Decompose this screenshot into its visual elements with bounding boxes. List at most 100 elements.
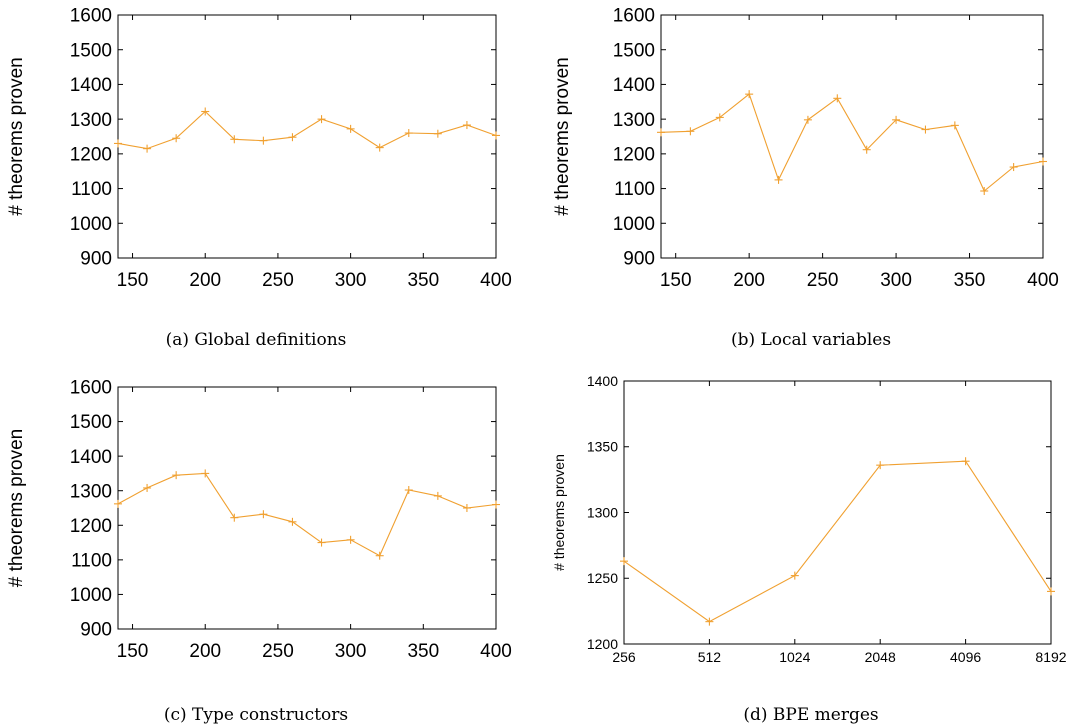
x-tick-label: 400 (1027, 270, 1059, 291)
data-point (288, 517, 297, 526)
x-tick-label: 300 (335, 641, 367, 662)
data-point (715, 113, 724, 122)
caption-b: (b) Local variables (730, 330, 892, 350)
chart-panel-1: 900 1000 1100 1200 1300 1400 1500 1600 150 200 250… (552, 6, 1059, 291)
x-tick-label: 200 (189, 641, 221, 662)
data-point (1039, 157, 1047, 166)
x-tick-label: 200 (733, 270, 765, 291)
y-tick-label: 1000 (613, 214, 655, 235)
x-tick-label: 250 (262, 641, 294, 662)
y-tick-label: 1200 (70, 516, 112, 537)
x-tick-label: 150 (117, 270, 149, 291)
data-point (114, 139, 122, 148)
x-tick-label: 350 (954, 270, 986, 291)
data-point (892, 115, 901, 124)
y-tick-label: 1400 (613, 75, 655, 96)
data-point (114, 499, 122, 508)
y-tick-label: 1300 (70, 110, 112, 131)
data-point (492, 131, 500, 140)
series-line (117, 472, 497, 557)
y-tick-label: 1100 (71, 179, 112, 200)
y-axis-label: # theorems proven (6, 57, 27, 215)
data-point (201, 107, 210, 116)
y-tick-label: 1350 (587, 439, 618, 455)
data-point (657, 128, 665, 137)
data-point (961, 457, 970, 466)
x-tick-label: 250 (807, 270, 839, 291)
data-point (375, 551, 384, 560)
x-tick-label: 300 (335, 270, 367, 291)
x-tick-label: 150 (660, 270, 692, 291)
data-point (404, 129, 413, 138)
data-point (259, 136, 268, 145)
data-point (745, 90, 754, 99)
data-point (433, 491, 442, 500)
data-point (862, 145, 871, 154)
y-tick-label: 900 (623, 249, 655, 270)
plot-frame (623, 380, 1052, 645)
data-point (705, 617, 714, 626)
data-point (686, 127, 695, 136)
data-point (803, 115, 812, 124)
y-tick-label: 1200 (613, 145, 655, 166)
data-point (462, 121, 471, 130)
chart-panel-2: 900 1000 1100 1200 1300 1400 1500 1600 150 200 250… (6, 378, 512, 662)
x-tick-label: 200 (189, 270, 221, 291)
data-point (774, 175, 783, 184)
data-point (317, 115, 326, 124)
data-point (404, 486, 413, 495)
data-point (346, 535, 355, 544)
data-point (230, 135, 239, 144)
plot-frame (117, 14, 497, 259)
data-point (172, 134, 181, 143)
y-tick-label: 1500 (70, 40, 112, 61)
y-tick-label: 900 (80, 620, 112, 641)
y-axis-label: # theorems proven (551, 454, 567, 571)
series-line (117, 110, 497, 150)
caption-a: (a) Global definitions (165, 330, 347, 350)
x-tick-label: 256 (612, 649, 636, 665)
data-point (1047, 587, 1055, 596)
chart-panel-3: 1200 1250 1300 1350 1400 256 512 1024 2048 4096 81… (551, 373, 1067, 665)
caption-c: (c) Type constructors (163, 705, 349, 725)
data-point (433, 129, 442, 138)
y-tick-label: 1500 (70, 412, 112, 433)
y-tick-label: 1100 (71, 551, 112, 572)
data-point (950, 121, 959, 130)
series-line (660, 93, 1044, 192)
x-tick-label: 150 (117, 641, 149, 662)
data-point (833, 94, 842, 103)
y-tick-label: 1000 (70, 214, 112, 235)
data-point (876, 461, 885, 470)
data-point (317, 538, 326, 547)
data-point (462, 504, 471, 512)
data-point (1009, 163, 1018, 172)
x-tick-label: 8192 (1035, 649, 1066, 665)
chart-panel-0: 900 1000 1100 1200 1300 1400 1500 1600 150 200 250… (6, 6, 512, 291)
data-point (201, 469, 210, 478)
x-tick-label: 4096 (950, 649, 981, 665)
y-tick-label: 1400 (70, 447, 112, 468)
y-tick-label: 1400 (70, 75, 112, 96)
plot-frame (117, 386, 497, 630)
data-point (288, 133, 297, 142)
y-tick-label: 1100 (614, 179, 655, 200)
data-point (143, 144, 152, 153)
y-tick-label: 1300 (70, 481, 112, 502)
y-tick-label: 1000 (70, 585, 112, 606)
y-axis-label: # theorems proven (552, 57, 573, 215)
y-tick-label: 1200 (70, 145, 112, 166)
y-tick-label: 1500 (613, 40, 655, 61)
data-point (790, 571, 799, 580)
data-point (259, 510, 268, 519)
caption-d: (d) BPE merges (743, 705, 879, 725)
data-point (620, 557, 628, 566)
data-point (230, 513, 239, 522)
data-point (375, 143, 384, 152)
data-point (346, 124, 355, 133)
x-tick-label: 1024 (779, 649, 810, 665)
x-tick-label: 400 (480, 270, 512, 291)
data-point (980, 187, 989, 196)
x-tick-label: 300 (880, 270, 912, 291)
